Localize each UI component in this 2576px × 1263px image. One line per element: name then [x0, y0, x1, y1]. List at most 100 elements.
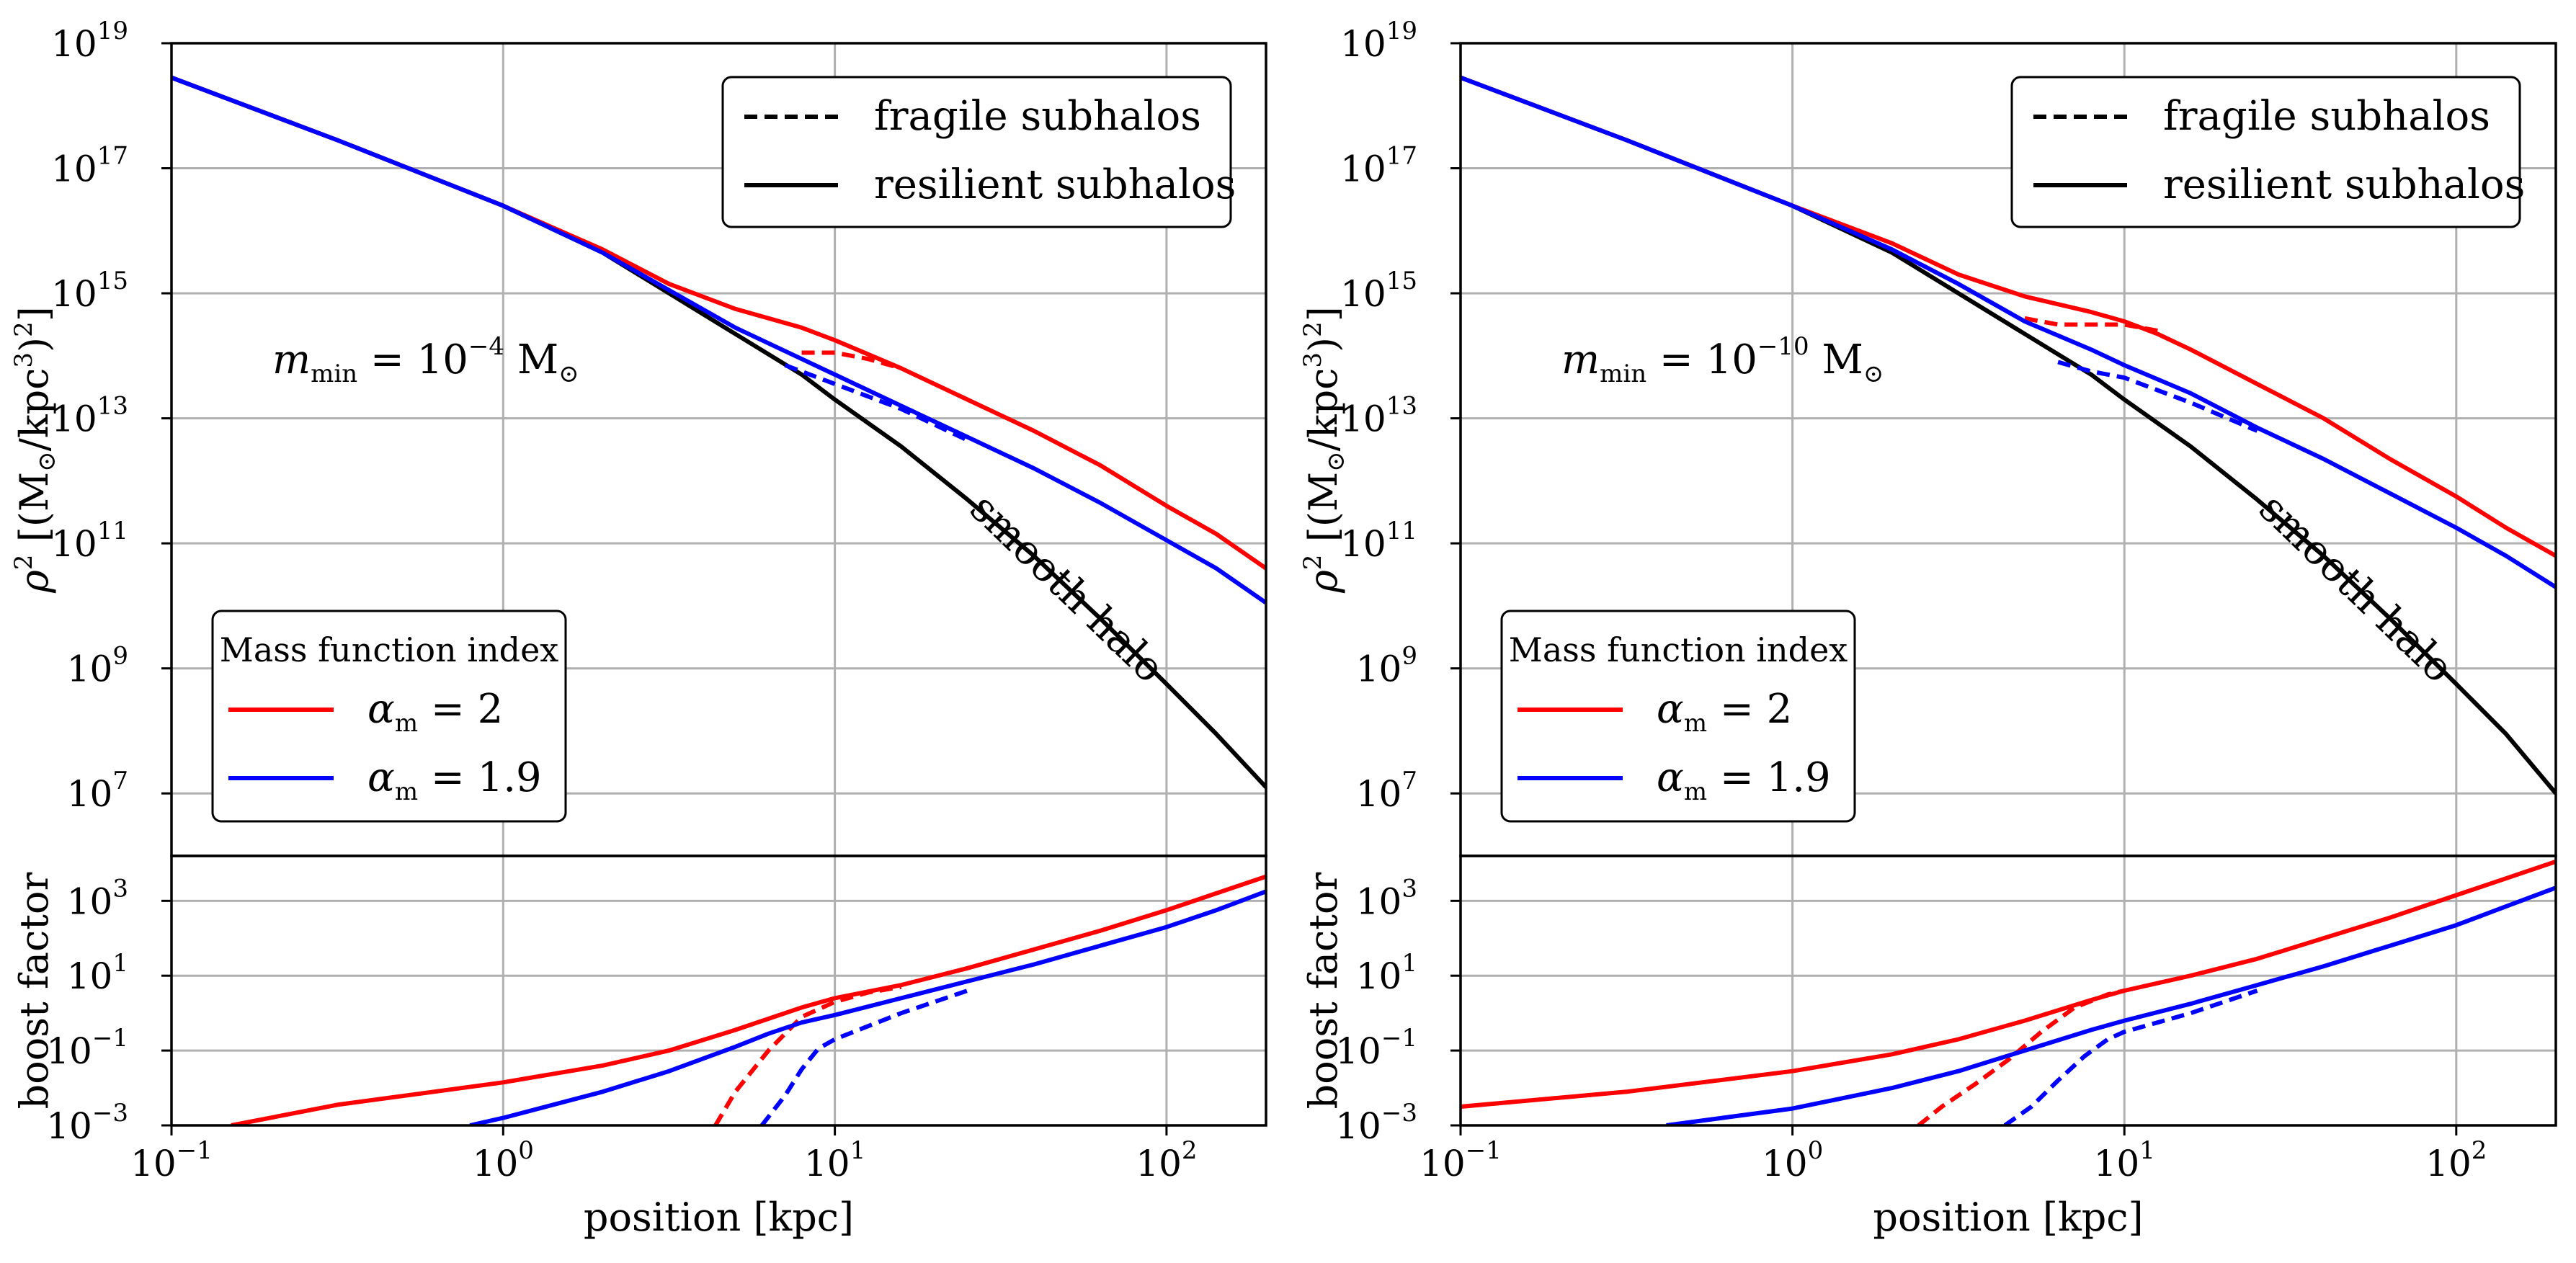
mmin-m: m — [272, 336, 311, 383]
x-tick-label: 10−1 — [1420, 1136, 1502, 1184]
y-axis-label-bottom: boost factor — [12, 873, 57, 1110]
y-tick-label-bottom: 103 — [67, 874, 128, 922]
x-axis-label: position [kpc] — [584, 1195, 854, 1240]
top-series-line — [784, 363, 968, 442]
y-tick-label-top-exp: 7 — [112, 767, 128, 795]
legend-alpha-box — [211, 610, 567, 823]
alpha-value: = 1.9 — [1707, 754, 1831, 801]
legend-linestyle-box — [2010, 76, 2521, 228]
y-tick-label-top-base: 10 — [1340, 23, 1386, 65]
y-tick-label-top-base: 10 — [1356, 648, 1402, 690]
top-series-line — [171, 75, 1266, 605]
x-tick-label: 102 — [1136, 1136, 1197, 1184]
legend-alpha-label: αm = 2 — [1657, 686, 1792, 738]
ylabel-sq: 2 — [1298, 554, 1327, 570]
ylabel-cube: 3 — [1298, 352, 1327, 368]
y-tick-label-top-exp: 13 — [1386, 392, 1417, 421]
bottom-axes-frame — [1459, 854, 2557, 1127]
legend-linestyle-box — [721, 76, 1232, 228]
y-tick-label-top: 1015 — [51, 267, 128, 315]
y-tick-label-bottom-base: 10 — [1335, 1105, 1381, 1147]
alpha-symbol: α — [1657, 686, 1684, 733]
top-series-line — [2024, 316, 2158, 334]
y-tick-label-top: 1017 — [1340, 142, 1417, 190]
x-tick-label-exp: 2 — [1182, 1136, 1198, 1165]
y-tick-label-top-exp: 19 — [97, 17, 128, 45]
y-tick-label-top-exp: 9 — [1401, 642, 1417, 671]
mmin-exp: −4 — [468, 332, 504, 361]
y-tick-label-top-exp: 7 — [1401, 767, 1417, 795]
smooth-halo-label: smooth halo — [961, 485, 1174, 692]
y-tick-label-bottom-exp: 3 — [1401, 874, 1417, 903]
y-tick-label-bottom-base: 10 — [1356, 955, 1402, 997]
y-tick-label-bottom: 10−1 — [46, 1024, 128, 1072]
y-tick-label-top: 1019 — [51, 17, 128, 65]
alpha-sub: m — [1684, 777, 1707, 806]
x-tick-label-exp: −1 — [177, 1136, 213, 1165]
alpha-sub: m — [395, 709, 418, 738]
mmin-eq: = 10 — [1646, 336, 1757, 383]
alpha-sub: m — [1684, 709, 1707, 738]
ylabel-cube: 3 — [9, 352, 38, 368]
y-tick-label-bottom-exp: −3 — [92, 1099, 128, 1128]
y-tick-label-bottom-base: 10 — [46, 1105, 92, 1147]
mmin-sub: min — [311, 360, 357, 388]
y-tick-label-top-exp: 19 — [1386, 17, 1417, 45]
mmin-annotation: mmin = 10−4 M⊙ — [272, 332, 579, 388]
ylabel-body3: ) — [12, 337, 57, 352]
legend-alpha-title: Mass function index — [220, 630, 559, 669]
x-tick-label: 10−1 — [130, 1136, 213, 1184]
bottom-series-line — [1917, 988, 2125, 1125]
ylabel-sun: ⊙ — [1322, 451, 1350, 472]
x-tick-label: 101 — [2094, 1136, 2155, 1184]
y-tick-label-top-exp: 13 — [97, 392, 128, 421]
y-tick-label-bottom-exp: 1 — [1401, 949, 1417, 978]
ylabel-body2: /kpc — [12, 368, 57, 452]
mmin-unit-sub: ⊙ — [558, 360, 579, 388]
bottom-axes-frame — [170, 854, 1267, 1127]
y-tick-label-top: 107 — [1356, 767, 1417, 815]
y-tick-label-top-exp: 17 — [97, 142, 128, 171]
y-tick-label-top: 1011 — [51, 517, 128, 565]
alpha-sub: m — [395, 777, 418, 806]
y-tick-label-bottom-base: 10 — [1356, 880, 1402, 922]
ylabel-body3: ) — [1301, 337, 1346, 352]
x-tick-label: 102 — [2425, 1136, 2487, 1184]
ylabel-close: ] — [1301, 306, 1346, 321]
alpha-symbol: α — [1657, 754, 1684, 801]
alpha-symbol: α — [367, 686, 395, 733]
x-tick-label-base: 10 — [804, 1143, 850, 1184]
x-axis-label: position [kpc] — [1873, 1195, 2143, 1240]
y-tick-label-top-exp: 15 — [1386, 267, 1417, 295]
alpha-value: = 2 — [418, 686, 503, 733]
alpha-value: = 1.9 — [418, 754, 542, 801]
top-series-line — [1461, 75, 2556, 589]
bottom-series-line — [713, 984, 902, 1125]
y-tick-label-top-base: 10 — [51, 23, 97, 65]
mmin-m: m — [1561, 336, 1600, 383]
y-tick-label-top-exp: 11 — [1386, 517, 1417, 545]
y-tick-label-bottom: 10−3 — [46, 1099, 128, 1147]
legend-linestyle-label: resilient subhalos — [2163, 161, 2525, 208]
legend-alpha-label: αm = 1.9 — [1657, 754, 1831, 806]
y-tick-label-top-base: 10 — [51, 273, 97, 315]
legend-alpha-box — [1500, 610, 1856, 823]
y-tick-label-bottom-exp: −3 — [1381, 1099, 1417, 1128]
panel-left: 10−1 100 101 102107109101110131015101710191… — [9, 17, 1267, 1240]
x-tick-label: 101 — [804, 1136, 865, 1184]
bottom-series-line — [2003, 988, 2258, 1125]
x-tick-label-exp: 1 — [2139, 1136, 2155, 1165]
mmin-unit: M — [504, 336, 558, 383]
y-tick-label-top-base: 10 — [1340, 523, 1386, 565]
y-tick-label-top: 109 — [1356, 642, 1417, 690]
mmin-eq: = 10 — [357, 336, 468, 383]
y-tick-label-top-exp: 11 — [97, 517, 128, 545]
mmin-unit-sub: ⊙ — [1863, 360, 1884, 388]
y-tick-label-top-base: 10 — [1340, 398, 1386, 440]
bottom-series-line — [231, 874, 1266, 1125]
x-tick-label-exp: 0 — [518, 1136, 534, 1165]
x-tick-label-base: 10 — [1762, 1143, 1808, 1184]
y-tick-label-top: 107 — [67, 767, 128, 815]
y-tick-label-top-base: 10 — [67, 773, 113, 815]
x-tick-label-base: 10 — [2425, 1143, 2472, 1184]
